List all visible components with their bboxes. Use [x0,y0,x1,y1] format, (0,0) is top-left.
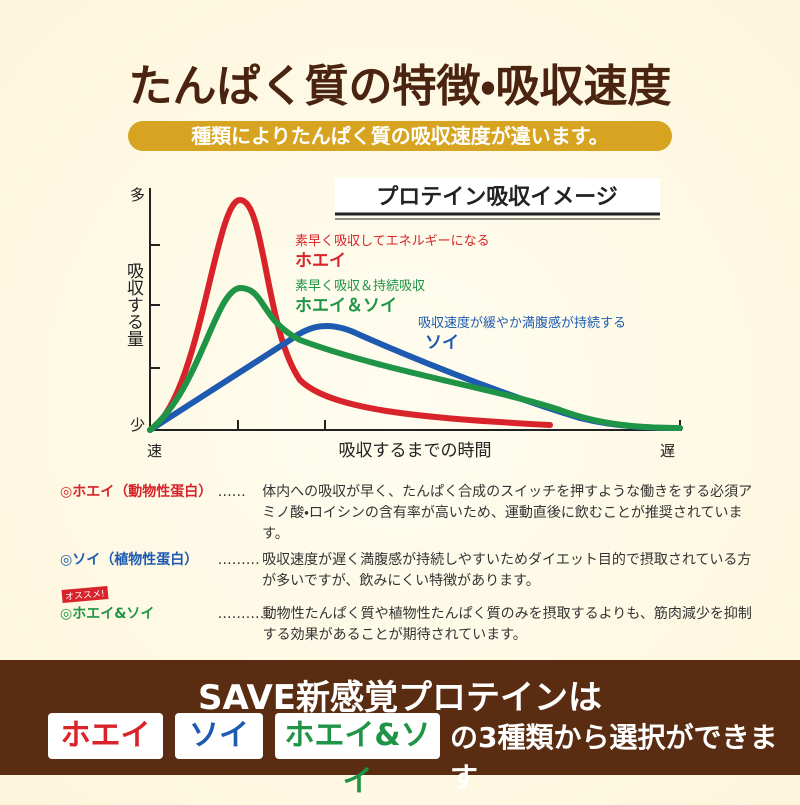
x-right: 遅 [660,442,675,460]
desc-leader: ……… [217,552,260,568]
description: ◎ソイ（植物性蛋白） ……… 吸収速度が遅く満腹感が持続しやすいためダイエット目… [60,550,760,592]
option: ソイ [175,713,263,759]
description: ◎ホエイ&ソイ ………… 動物性たんぱく質や植物性たんぱく質のみを摂取するよりも… [60,604,760,646]
desc-name: ◎ソイ（植物性蛋白） [60,552,199,568]
y-bottom: 少 [130,416,145,434]
footer-headline: SAVE新感覚プロテインは [197,678,603,718]
curve-name: ソイ [425,333,459,353]
desc-leader: ………… [217,606,274,622]
badge: オススメ! [61,586,109,603]
curve-name: ホエイ [295,251,346,271]
curve-note: 素早く吸収＆持続吸収 [295,279,425,294]
desc-leader: …… [217,484,246,500]
curve-whey [147,196,553,433]
curve-note: 吸収速度が緩やか満腹感が持続する [418,315,626,331]
chart-title-box [335,178,660,214]
footer-suffix: の3種類から選択ができます [450,721,778,794]
option: ホエイ&ソイ [275,713,440,799]
title: たんぱく質の特徴・吸収速度 [128,61,672,112]
x-left: 速 [147,442,162,460]
desc-text: 吸収速度が遅く満腹感が持続しやすいためダイエット目的で摂取されている方が多いです… [262,552,752,589]
curve-note: 素早く吸収してエネルギーになる [295,234,490,249]
chart-title: プロテイン吸収イメージ [376,185,618,210]
y-top: 多 [130,186,145,204]
subtitle: 種類によりたんぱく質の吸収速度が違います。 [128,121,672,151]
desc-text: 動物性たんぱく質や植物性たんぱく質のみを摂取するよりも、筋肉減少を抑制する効果が… [262,606,752,643]
chart: プロテイン吸収イメージ 多 少 吸収する量 速 遅 吸収するまでの時間 素早く吸… [123,178,683,461]
desc-text: 体内への吸収が早く、たんぱく合成のスイッチを押すような働きをする必須アミノ酸・ロ… [262,484,753,542]
option: ホエイ [48,713,163,759]
x-label: 吸収するまでの時間 [339,441,492,461]
curve-mix [147,284,683,433]
y-label: 吸収する量 [123,262,144,347]
desc-name: ◎ホエイ&ソイ [60,606,155,622]
description: ◎ホエイ（動物性蛋白） …… 体内への吸収が早く、たんぱく合成のスイッチを押すよ… [60,482,760,545]
desc-name: ◎ホエイ（動物性蛋白） [60,484,213,500]
curve-name: ホエイ＆ソイ [295,296,397,316]
